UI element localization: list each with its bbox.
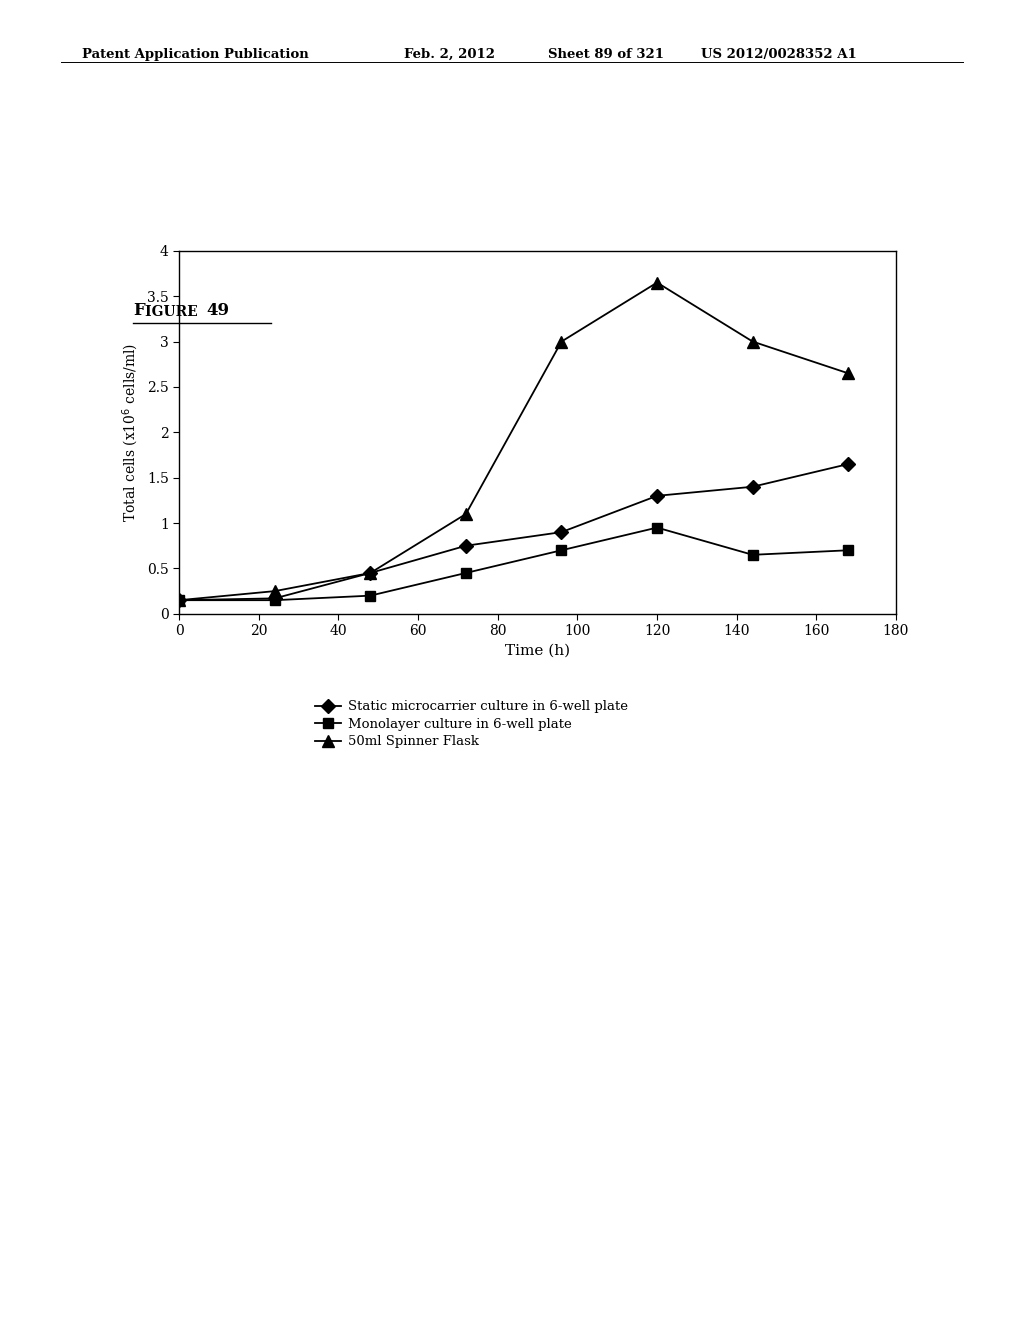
- Text: F: F: [133, 302, 144, 319]
- Line: Static microcarrier culture in 6-well plate: Static microcarrier culture in 6-well pl…: [174, 459, 853, 605]
- X-axis label: Time (h): Time (h): [505, 644, 570, 657]
- Monolayer culture in 6-well plate: [746, 546, 759, 562]
- Text: 49: 49: [207, 302, 229, 319]
- Text: US 2012/0028352 A1: US 2012/0028352 A1: [701, 48, 857, 61]
- 50ml Spinner Flask: [173, 593, 185, 609]
- Monolayer culture in 6-well plate: [842, 543, 854, 558]
- 50ml Spinner Flask: [842, 366, 854, 381]
- Monolayer culture in 6-well plate: [651, 520, 664, 536]
- Monolayer culture in 6-well plate: [555, 543, 567, 558]
- Monolayer culture in 6-well plate: [173, 593, 185, 609]
- 50ml Spinner Flask: [268, 583, 281, 599]
- Static microcarrier culture in 6-well plate: [651, 488, 664, 504]
- Static microcarrier culture in 6-well plate: [555, 524, 567, 540]
- Monolayer culture in 6-well plate: [268, 593, 281, 609]
- 50ml Spinner Flask: [555, 334, 567, 350]
- Static microcarrier culture in 6-well plate: [842, 457, 854, 473]
- Monolayer culture in 6-well plate: [460, 565, 472, 581]
- Line: 50ml Spinner Flask: 50ml Spinner Flask: [174, 277, 854, 606]
- Static microcarrier culture in 6-well plate: [365, 565, 377, 581]
- 50ml Spinner Flask: [746, 334, 759, 350]
- Static microcarrier culture in 6-well plate: [746, 479, 759, 495]
- Text: Sheet 89 of 321: Sheet 89 of 321: [548, 48, 664, 61]
- Static microcarrier culture in 6-well plate: [460, 537, 472, 553]
- Text: Patent Application Publication: Patent Application Publication: [82, 48, 308, 61]
- Static microcarrier culture in 6-well plate: [173, 593, 185, 609]
- 50ml Spinner Flask: [651, 275, 664, 290]
- Y-axis label: Total cells (x10$^6$ cells/ml): Total cells (x10$^6$ cells/ml): [121, 343, 141, 521]
- Static microcarrier culture in 6-well plate: [268, 590, 281, 606]
- Line: Monolayer culture in 6-well plate: Monolayer culture in 6-well plate: [174, 523, 853, 605]
- Text: IGURE: IGURE: [145, 305, 203, 319]
- Monolayer culture in 6-well plate: [365, 587, 377, 603]
- Legend: Static microcarrier culture in 6-well plate, Monolayer culture in 6-well plate, : Static microcarrier culture in 6-well pl…: [314, 700, 628, 748]
- 50ml Spinner Flask: [365, 565, 377, 581]
- Text: Feb. 2, 2012: Feb. 2, 2012: [404, 48, 496, 61]
- 50ml Spinner Flask: [460, 506, 472, 521]
